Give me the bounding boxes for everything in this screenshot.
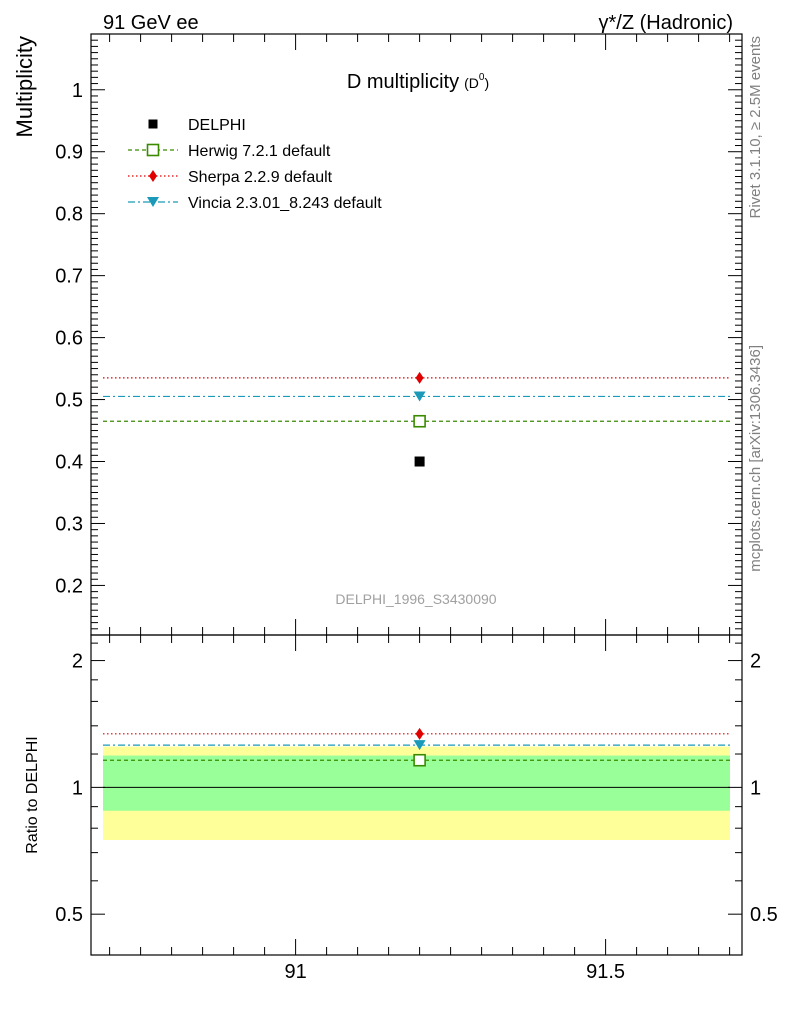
legend-label-sherpa-2-2-9-default: Sherpa 2.2.9 default <box>188 169 333 186</box>
legend-marker-herwig-7-2-1-default <box>146 143 160 157</box>
ratio-marker-sherpa-2-2-9-default <box>415 727 424 740</box>
legend-marker-sherpa-2-2-9-default <box>149 170 157 182</box>
legend: DELPHI Herwig 7.2.1 default Sherpa 2.2.9 d… <box>128 117 382 212</box>
legend-label-herwig-7-2-1-default: Herwig 7.2.1 default <box>188 143 331 160</box>
main-y-tick-label: 0.9 <box>55 142 83 164</box>
series-marker-sherpa-2-2-9-default <box>415 371 424 384</box>
ratio-y-tick-label-right: 0.5 <box>750 904 778 926</box>
main-y-tick-label: 0.5 <box>55 390 83 412</box>
main-y-tick-label: 0.2 <box>55 575 83 597</box>
ratio-frame <box>90 634 743 956</box>
main-y-tick-label: 0.3 <box>55 513 83 535</box>
ratio-marker-herwig-7-2-1-default <box>413 753 426 767</box>
ratio-marker-vincia-2-3-01-8-243-default <box>413 740 426 751</box>
ratio-x-tick-label: 91 <box>284 961 306 983</box>
energy-label: 91 GeV ee <box>103 12 199 34</box>
mcplots-label: mcplots.cern.ch [arXiv:1306.3436] <box>747 345 764 572</box>
ratio-x-tick-label: 91.5 <box>586 961 625 983</box>
rivet-label: Rivet 3.1.10, ≥ 2.5M events <box>747 36 764 219</box>
ratio-panel: 0.5 0.5 1 1 2 2 91 91.5 Ratio to DELPHI <box>24 634 778 983</box>
ratio-ticks: 0.5 0.5 1 1 2 2 91 91.5 <box>55 635 778 983</box>
legend-label-delphi: DELPHI <box>188 117 246 134</box>
main-markers <box>413 371 426 467</box>
main-y-tick-label: 0.6 <box>55 328 83 350</box>
ratio-markers <box>413 727 426 767</box>
legend-marker-vincia-2-3-01-8-243-default <box>147 197 159 207</box>
ratio-y-tick-label-right: 2 <box>750 651 761 673</box>
ratio-ylabel: Ratio to DELPHI <box>24 736 41 853</box>
main-ylabel: Multiplicity <box>12 36 37 137</box>
ratio-y-tick-label-right: 1 <box>750 777 761 799</box>
main-y-tick-label: 1 <box>72 80 83 102</box>
ratio-y-tick-label-left: 2 <box>72 651 83 673</box>
ratio-y-tick-label-left: 0.5 <box>55 904 83 926</box>
legend-marker-delphi <box>148 119 158 129</box>
series-marker-vincia-2-3-01-8-243-default <box>413 391 426 402</box>
legend-label-vincia-2-3-01-8-243-default: Vincia 2.3.01_8.243 default <box>188 195 382 212</box>
main-panel: 0.2 0.3 0.4 0.5 0.6 0.7 0.8 0.9 1 Multiplicity D… <box>12 33 743 636</box>
main-y-tick-label: 0.4 <box>55 452 83 474</box>
process-label: γ*/Z (Hadronic) <box>599 12 733 34</box>
main-y-tick-label: 0.8 <box>55 204 83 226</box>
main-series-lines <box>103 377 730 422</box>
ratio-bands <box>103 746 730 841</box>
chart-title: D multiplicity (D0) <box>347 71 489 93</box>
main-ticks: 0.2 0.3 0.4 0.5 0.6 0.7 0.8 0.9 1 <box>55 34 742 635</box>
data-point-delphi <box>414 456 425 467</box>
ratio-y-tick-label-left: 1 <box>72 777 83 799</box>
analysis-watermark: DELPHI_1996_S3430090 <box>335 591 496 607</box>
main-y-tick-label: 0.7 <box>55 266 83 288</box>
series-marker-herwig-7-2-1-default <box>413 414 426 428</box>
